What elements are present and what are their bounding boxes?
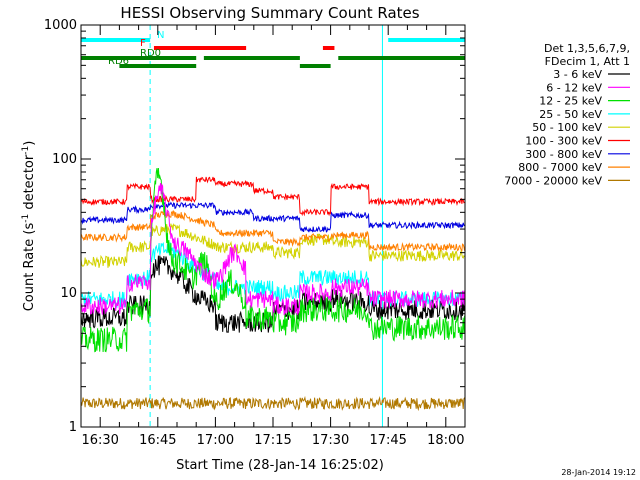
x-tick-label: 16:30 (81, 433, 118, 448)
x-tick-label: 18:00 (427, 433, 464, 448)
x-tick-label: 16:45 (139, 433, 176, 448)
series-line-8 (80, 395, 466, 412)
x-tick-label: 17:15 (254, 433, 291, 448)
y-tick-label: 10 (60, 286, 77, 301)
series-line-5 (80, 176, 465, 217)
chart-title: HESSI Observing Summary Count Rates (120, 4, 419, 22)
legend-entry-label: 12 - 25 keV (539, 95, 602, 108)
spacecraft-vlines (80, 25, 466, 427)
flag-label-n: N (157, 30, 164, 41)
y-tick-label: 1000 (44, 18, 77, 33)
series-layer (80, 167, 466, 412)
flag-label-rd6: RD6 (108, 56, 129, 67)
x-tick-label: 17:30 (312, 433, 349, 448)
legend-header-line-1: Det 1,3,5,6,7,9, (544, 42, 630, 55)
legend-entry-label: 100 - 300 keV (525, 135, 602, 148)
series-line-7 (80, 209, 466, 253)
x-axis-label: Start Time (28-Jan-14 16:25:02) (176, 458, 384, 473)
series-line-1 (80, 183, 466, 316)
y-tick-label: 1 (69, 420, 77, 435)
plot-frame (80, 24, 466, 428)
legend-header-line-2: FDecim 1, Att 1 (545, 55, 630, 68)
series-line-4 (80, 223, 465, 268)
legend-entry-label: 6 - 12 keV (546, 81, 602, 94)
y-axis-label: Count Rate (s-1 detector-1) (21, 141, 37, 312)
series-line-6 (80, 201, 465, 233)
x-tick-label: 17:00 (197, 433, 234, 448)
series-line-2 (80, 167, 466, 353)
flag-label-rd0: RD0 (140, 48, 161, 59)
axes-layer: 1 10 100 1000 16:30 16:45 17:00 17:15 17:30 17:45… (44, 18, 466, 448)
legend-entry-label: 7000 - 20000 keV (504, 174, 602, 187)
legend: Det 1,3,5,6,7,9, FDecim 1, Att 1 3 - 6 k… (504, 42, 630, 187)
legend-entry-label: 3 - 6 keV (553, 68, 602, 81)
legend-entry-label: 300 - 800 keV (525, 148, 602, 161)
x-tick-label: 17:45 (369, 433, 406, 448)
legend-entry-label: 800 - 7000 keV (518, 161, 602, 174)
y-tick-label: 100 (52, 152, 77, 167)
flag-label-f: F (140, 38, 146, 49)
legend-entry-label: 50 - 100 keV (532, 121, 602, 134)
generation-timestamp: 28-Jan-2014 19:12 (561, 468, 636, 477)
legend-entry-label: 25 - 50 keV (539, 108, 602, 121)
